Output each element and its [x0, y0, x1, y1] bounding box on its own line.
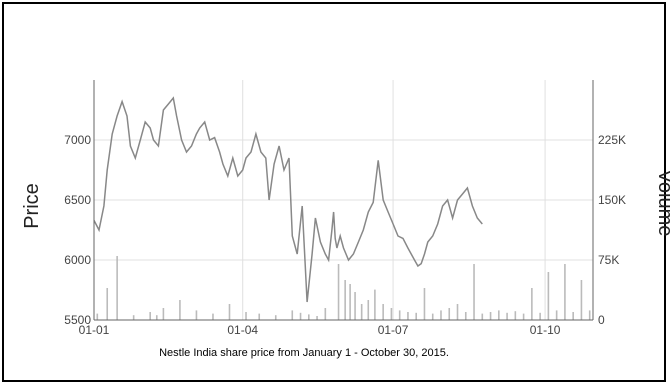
y2-tick-label: 225K	[598, 133, 626, 147]
volume-bar	[155, 315, 158, 320]
y-tick-label: 7000	[64, 133, 91, 147]
volume-bar	[245, 312, 247, 320]
y-tick-label: 6500	[64, 193, 91, 207]
x-tick-label: 01-01	[79, 323, 110, 337]
volume-bar	[354, 292, 356, 320]
volume-bar	[415, 312, 418, 320]
volume-bar	[162, 308, 165, 320]
volume-bar	[506, 312, 508, 320]
volume-bar	[588, 310, 591, 320]
volume-bar	[539, 312, 541, 320]
volume-bar	[564, 264, 566, 320]
volume-bar	[308, 314, 310, 320]
volume-bar	[547, 272, 550, 320]
grid-lines	[94, 80, 593, 321]
y2-tick-label: 75K	[598, 253, 619, 267]
volume-bar	[324, 308, 327, 320]
volume-bar	[431, 313, 434, 320]
volume-bar	[179, 300, 181, 320]
y2-tick-label: 0	[598, 313, 605, 327]
volume-bar	[132, 315, 135, 320]
volume-bar	[349, 284, 351, 320]
volume-bar	[514, 311, 517, 320]
volume-bar	[464, 312, 467, 320]
volume-bars	[96, 256, 591, 320]
volume-bar	[398, 310, 401, 320]
volume-bar	[274, 315, 277, 320]
x-tick-label: 01-10	[530, 323, 561, 337]
volume-bar	[440, 310, 442, 320]
volume-bar	[149, 312, 151, 320]
volume-bar	[195, 310, 198, 320]
volume-bar	[555, 310, 558, 320]
volume-bar	[360, 304, 363, 320]
price-series-line	[93, 96, 483, 303]
y-tick-label: 5500	[64, 313, 91, 327]
volume-bar	[367, 300, 370, 320]
volume-bar	[96, 313, 99, 320]
volume-bar	[212, 313, 214, 320]
y-tick-label: 6000	[64, 253, 91, 267]
x-tick-label: 01-04	[227, 323, 258, 337]
x-tick-label: 01-07	[378, 323, 409, 337]
volume-bar	[316, 316, 318, 320]
volume-bar	[116, 256, 118, 320]
volume-bar	[498, 310, 500, 320]
volume-bar	[448, 308, 451, 320]
volume-bar	[299, 312, 302, 320]
volume-bar	[344, 280, 346, 320]
volume-bar	[390, 308, 393, 320]
volume-bar	[382, 304, 384, 320]
axes	[93, 80, 594, 321]
volume-bar	[228, 304, 231, 320]
volume-bar	[522, 313, 525, 320]
tick-labels: 5500 6000 6500 7000 0 75K 150K 225K 01-01 01-04 01…	[64, 133, 626, 337]
volume-bar	[531, 288, 533, 320]
volume-bar	[106, 288, 109, 320]
chart-caption: Nestle India share price from January 1 …	[159, 347, 449, 359]
volume-bar	[572, 312, 574, 320]
volume-bar	[481, 313, 484, 320]
volume-bar	[337, 264, 340, 320]
volume-bar	[473, 264, 475, 320]
volume-bar	[423, 288, 426, 320]
price-volume-chart: 5500 6000 6500 7000 0 75K 150K 225K 01-01 01-04 01…	[21, 80, 670, 359]
volume-bar	[456, 304, 459, 320]
volume-bar	[258, 313, 261, 320]
volume-bar	[489, 312, 492, 320]
volume-bar	[407, 312, 409, 320]
y2-tick-label: 150K	[598, 193, 626, 207]
y-axis-title: Price	[21, 183, 43, 229]
y2-axis-title: Volume	[654, 170, 670, 237]
volume-bar	[374, 289, 376, 320]
volume-bar	[291, 310, 294, 320]
volume-bar	[580, 280, 583, 320]
